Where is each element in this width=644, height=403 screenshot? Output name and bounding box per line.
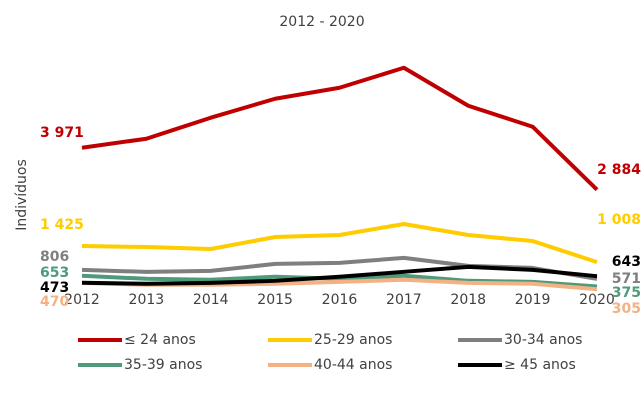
legend-label: 30-34 anos [504, 332, 582, 348]
data-label: 643 [612, 254, 641, 270]
x-tick-label: 2020 [579, 292, 615, 308]
data-label: 1 008 [597, 212, 641, 228]
data-label: 571 [612, 271, 641, 287]
x-tick-label: 2014 [193, 292, 229, 308]
data-label: 473 [40, 280, 69, 296]
data-label: 305 [612, 301, 641, 317]
x-tick-label: 2013 [129, 292, 165, 308]
x-tick-label: 2012 [64, 292, 100, 308]
line-series [81, 264, 598, 286]
legend-label: 40-44 anos [314, 357, 392, 373]
data-label: 375 [612, 285, 641, 301]
x-tick-label: 2016 [322, 292, 358, 308]
chart-title: 2012 - 2020 [279, 14, 364, 30]
data-label: 2 884 [597, 162, 641, 178]
legend-label: ≥ 45 anos [504, 357, 576, 373]
y-axis-title: Indivíduos [14, 159, 30, 231]
legend-label: 25-29 anos [314, 332, 392, 348]
legend-label: ≤ 24 anos [124, 332, 196, 348]
data-label: 1 425 [40, 217, 84, 233]
x-tick-label: 2018 [450, 292, 486, 308]
line-series [81, 221, 598, 264]
data-label: 470 [40, 294, 69, 310]
data-label: 806 [40, 249, 69, 265]
x-tick-label: 2019 [515, 292, 551, 308]
x-tick-label: 2015 [257, 292, 293, 308]
legend-label: 35-39 anos [124, 357, 202, 373]
x-tick-label: 2017 [386, 292, 422, 308]
data-label: 653 [40, 265, 69, 281]
data-label: 3 971 [40, 125, 84, 141]
line-series [81, 65, 599, 192]
